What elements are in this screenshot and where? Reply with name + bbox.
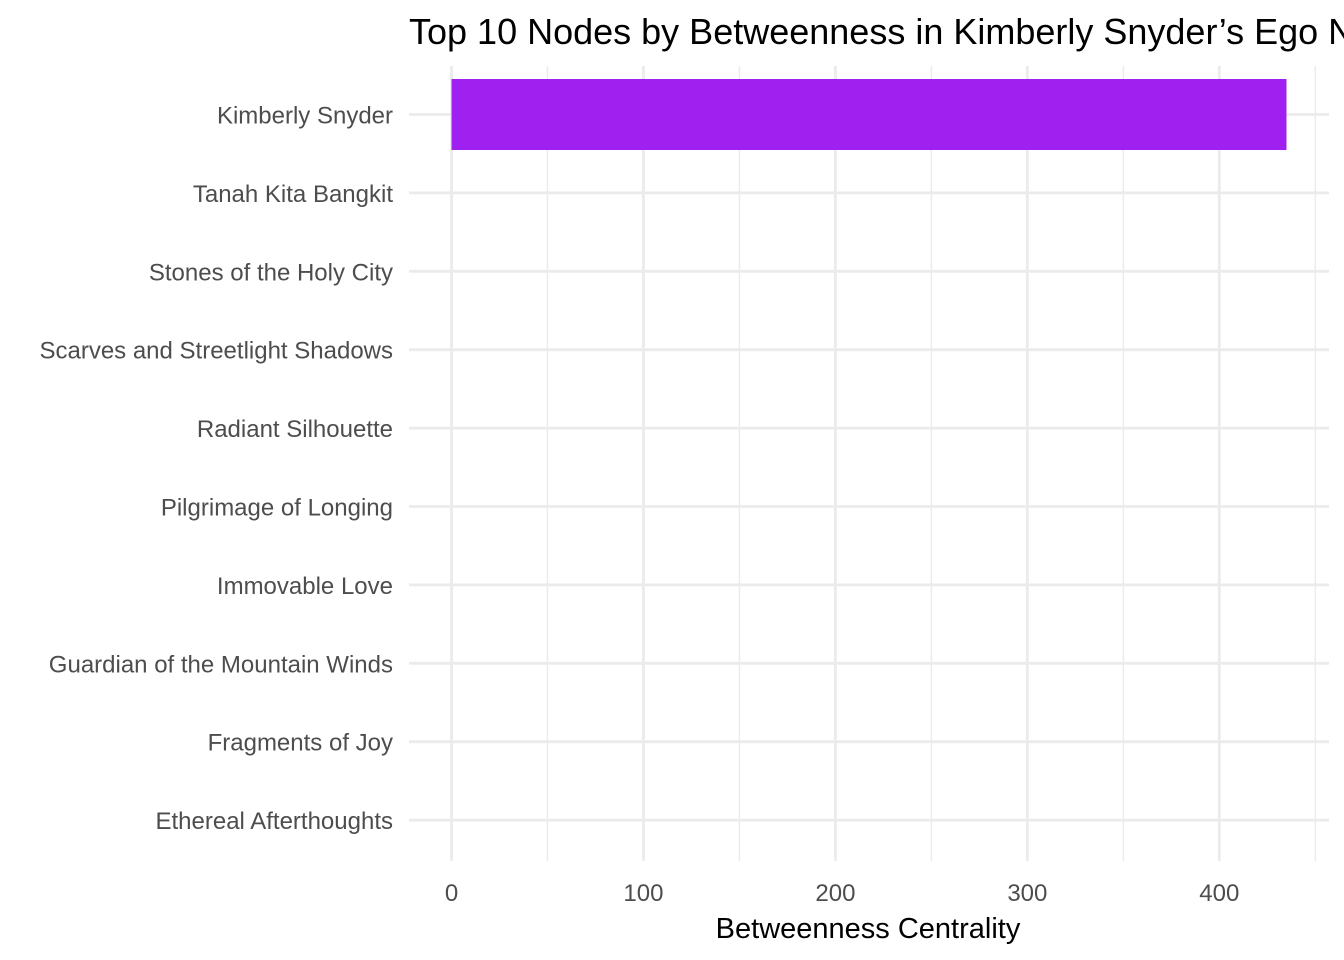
x-axis-title: Betweenness Centrality [716,913,1021,945]
y-tick-label: Guardian of the Mountain Winds [49,651,393,678]
bar-kimberly-snyder [451,79,1287,150]
bars [451,79,1287,150]
x-tick-label: 0 [445,880,458,907]
y-tick-label: Ethereal Afterthoughts [156,808,394,835]
x-tick-label: 100 [623,880,663,907]
y-tick-label: Pilgrimage of Longing [161,495,393,522]
grid-lines [409,66,1329,861]
y-axis-tick-labels: Kimberly Snyder Tanah Kita Bangkit Stones … [39,103,393,836]
chart-title: Top 10 Nodes by Betweenness in Kimberly … [409,11,1344,52]
x-tick-label: 400 [1199,880,1239,907]
y-tick-label: Tanah Kita Bangkit [193,181,393,208]
y-tick-label: Fragments of Joy [208,730,393,757]
x-tick-label: 300 [1007,880,1047,907]
y-tick-label: Kimberly Snyder [217,103,393,130]
y-tick-label: Stones of the Holy City [149,259,393,286]
x-tick-label: 200 [815,880,855,907]
y-tick-label: Radiant Silhouette [197,416,393,443]
y-tick-label: Immovable Love [217,573,393,600]
x-axis-tick-labels: 0 100 200 300 400 [445,880,1240,907]
y-tick-label: Scarves and Streetlight Shadows [39,338,393,365]
